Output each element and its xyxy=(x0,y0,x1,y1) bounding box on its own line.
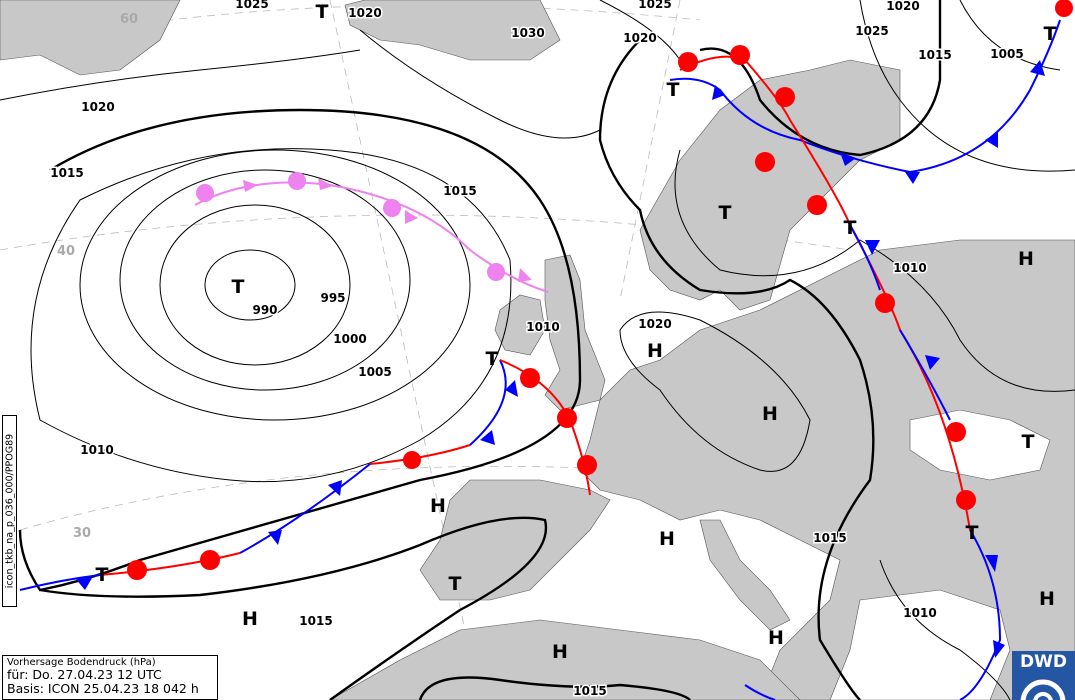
isobar-label: 1010 xyxy=(903,606,936,620)
isobar-label: 1030 xyxy=(511,26,544,40)
isobar-label: 1010 xyxy=(80,443,113,457)
high-pressure-center: H xyxy=(552,641,568,663)
isobar-label: 1020 xyxy=(623,31,656,45)
fronts xyxy=(19,0,1073,700)
mediterranean-east-water xyxy=(829,589,1011,700)
isobar-label: 1015 xyxy=(813,531,846,545)
high-pressure-center: H xyxy=(768,627,784,649)
isobar-label: 1015 xyxy=(918,48,951,62)
lat-label: 30 xyxy=(73,526,91,541)
isobar-label: 1005 xyxy=(990,47,1023,61)
low-pressure-center: T xyxy=(96,564,109,586)
isobar-label: 1020 xyxy=(348,6,381,20)
isobar-label: 995 xyxy=(320,291,345,305)
isobar-label: 1025 xyxy=(638,0,671,11)
isobar-label: 1005 xyxy=(358,365,391,379)
lat-label: 60 xyxy=(120,12,138,27)
low-pressure-center: T xyxy=(486,348,499,370)
isobar-label: 990 xyxy=(252,303,277,317)
info-box: Vorhersage Bodendruck (hPa) für: Do. 27.… xyxy=(2,655,218,700)
high-pressure-center: H xyxy=(1039,588,1055,610)
info-valid-time: für: Do. 27.04.23 12 UTC xyxy=(7,667,162,682)
iceland xyxy=(344,0,561,61)
isobar-label: 1025 xyxy=(855,24,888,38)
dwd-logo-emblem xyxy=(1020,679,1066,700)
high-pressure-center: H xyxy=(1018,248,1034,270)
isobar-label: 1020 xyxy=(638,317,671,331)
ireland xyxy=(494,294,546,356)
isobar-label: 1010 xyxy=(526,320,559,334)
isobar-label: 1020 xyxy=(81,100,114,114)
low-pressure-center: T xyxy=(316,1,329,23)
info-title: Vorhersage Bodendruck (hPa) xyxy=(7,657,156,668)
info-basis: Basis: ICON 25.04.23 18 042 h xyxy=(7,680,199,696)
high-pressure-center: H xyxy=(762,403,778,425)
cold-front-east xyxy=(849,224,1002,700)
product-id-text: icon_tkb_na_p_036_000/PPOG89 xyxy=(4,433,15,589)
isobar-label: 1000 xyxy=(333,332,366,346)
isobar-label: 1010 xyxy=(893,261,926,275)
great-britain xyxy=(544,254,606,411)
italy xyxy=(699,519,791,631)
isobar-label: 1015 xyxy=(299,614,332,628)
greenland xyxy=(0,0,181,76)
isobar-labels: 1025 1020 1030 1025 1020 1020 1025 1015 1005 1020… xyxy=(49,0,1025,700)
dwd-logo: DWD xyxy=(1012,651,1075,700)
dwd-logo-text: DWD xyxy=(1020,652,1067,672)
cold-front-atlantic xyxy=(19,359,507,591)
warm-front-atlantic xyxy=(99,444,471,576)
low-pressure-center: T xyxy=(449,573,462,595)
product-id-label: icon_tkb_na_p_036_000/PPOG89 xyxy=(2,415,17,607)
isobar-label: 1015 xyxy=(443,184,476,198)
pressure-centers: T T T T T T H H H T H H T T H H H T H T xyxy=(96,1,1057,663)
isobar-label: 1025 xyxy=(235,0,268,11)
low-pressure-center: T xyxy=(1044,23,1057,45)
continental-europe xyxy=(579,239,1075,700)
high-pressure-center: H xyxy=(242,608,258,630)
high-pressure-center: H xyxy=(659,528,675,550)
low-pressure-center: T xyxy=(667,79,680,101)
isobar-label: 1020 xyxy=(886,0,919,13)
high-pressure-center: H xyxy=(430,495,446,517)
low-pressure-center: T xyxy=(1022,431,1035,453)
low-pressure-center: T xyxy=(844,217,857,239)
isobar-label: 1015 xyxy=(50,166,83,180)
isobar-label: 1015 xyxy=(573,684,606,698)
high-pressure-center: H xyxy=(647,340,663,362)
latitude-labels: 60 40 30 xyxy=(57,12,138,541)
low-pressure-center: T xyxy=(232,276,245,298)
low-pressure-center: T xyxy=(719,202,732,224)
low-pressure-center: T xyxy=(966,522,979,544)
lat-label: 40 xyxy=(57,244,75,259)
